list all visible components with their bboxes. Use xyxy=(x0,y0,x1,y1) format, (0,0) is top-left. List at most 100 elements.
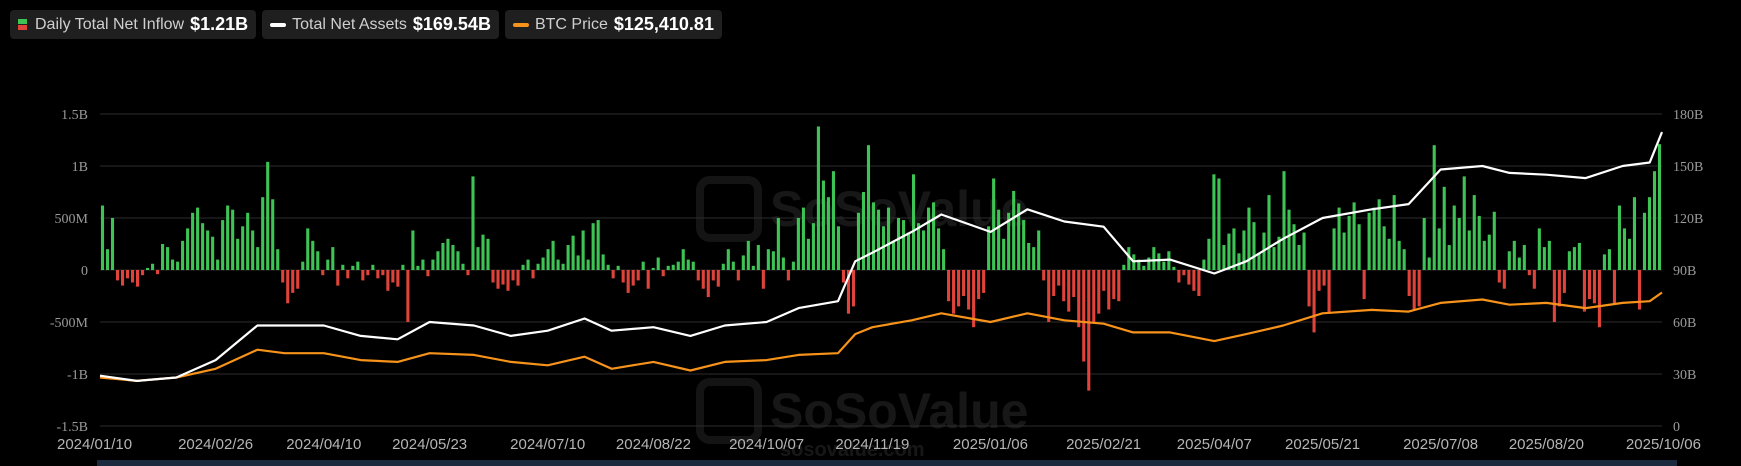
x-tick-label: 2025/07/08 xyxy=(1403,436,1478,453)
legend-value-inflow: $1.21B xyxy=(190,14,249,34)
inflow-bar xyxy=(821,180,825,270)
inflow-bar xyxy=(1267,195,1271,270)
x-tick-label: 2025/04/07 xyxy=(1177,436,1252,453)
inflow-bar xyxy=(401,264,405,270)
inflow-bar xyxy=(866,145,871,270)
inflow-bar xyxy=(521,264,525,270)
inflow-bar xyxy=(947,270,951,302)
inflow-bar xyxy=(141,270,145,276)
inflow-bar xyxy=(166,247,170,270)
inflow-bar xyxy=(1172,266,1176,270)
inflow-bar xyxy=(1557,270,1561,307)
inflow-bar xyxy=(1072,270,1076,298)
inflow-bar xyxy=(386,270,390,291)
left-tick-label: 500M xyxy=(55,212,89,227)
inflow-bar xyxy=(1462,176,1466,270)
inflow-bar xyxy=(856,212,861,270)
inflow-bar xyxy=(1422,218,1426,270)
inflow-bar xyxy=(1322,270,1326,286)
inflow-bar xyxy=(226,205,230,270)
x-tick-label: 2024/04/10 xyxy=(286,436,361,453)
inflow-bar xyxy=(601,254,605,270)
inflow-bar xyxy=(581,230,585,270)
inflow-bar xyxy=(1377,199,1381,270)
inflow-bar xyxy=(1242,230,1246,270)
inflow-bar xyxy=(566,245,570,270)
inflow-bar xyxy=(616,265,620,270)
legend-item-assets[interactable]: Total Net Assets $169.54B xyxy=(262,10,499,39)
inflow-bar xyxy=(1062,270,1066,302)
inflow-bar xyxy=(241,226,245,270)
inflow-bar xyxy=(376,270,380,279)
inflow-bar xyxy=(1467,230,1471,270)
inflow-bar xyxy=(125,270,130,279)
inflow-bar xyxy=(426,270,430,277)
inflow-bar xyxy=(105,249,110,270)
inflow-bar xyxy=(1597,270,1601,328)
inflow-bar xyxy=(356,261,360,270)
inflow-bar xyxy=(1437,228,1441,270)
inflow-bar xyxy=(411,230,415,270)
inflow-bar xyxy=(576,255,580,270)
inflow-bar xyxy=(1442,186,1446,270)
range-slider-track[interactable] xyxy=(97,460,1677,466)
inflow-bar xyxy=(1027,242,1031,270)
inflow-bar xyxy=(932,202,936,270)
inflow-bar xyxy=(1192,270,1196,291)
inflow-bar xyxy=(1247,207,1251,270)
inflow-bar xyxy=(771,251,775,270)
inflow-bar xyxy=(791,261,795,270)
inflow-bar xyxy=(211,236,215,270)
inflow-bar xyxy=(186,228,190,270)
inflow-bar xyxy=(987,226,991,270)
inflow-bar xyxy=(1187,270,1191,285)
inflow-bar xyxy=(1362,270,1366,300)
inflow-bar xyxy=(1457,218,1461,270)
inflow-bar xyxy=(120,270,125,286)
inflow-bar xyxy=(571,235,575,270)
total-net-assets-line xyxy=(99,131,1664,382)
inflow-bar xyxy=(130,270,135,283)
inflow-bar xyxy=(110,218,115,270)
inflow-bar xyxy=(476,247,480,270)
inflow-bar xyxy=(611,270,615,279)
x-tick-label: 2024/02/26 xyxy=(178,436,253,453)
inflow-bar xyxy=(1547,240,1551,270)
inflow-bar xyxy=(1532,270,1536,289)
inflow-bar xyxy=(591,223,595,270)
inflow-bar xyxy=(115,270,120,281)
inflow-bar xyxy=(281,270,285,283)
inflow-bar xyxy=(997,209,1001,270)
inflow-bar xyxy=(256,247,260,270)
inflow-bar xyxy=(1452,205,1456,270)
inflow-bar xyxy=(1297,245,1301,270)
inflow-bar xyxy=(1407,270,1411,296)
inflow-bar xyxy=(596,220,600,270)
inflow-bar xyxy=(466,270,470,276)
inflow-bar xyxy=(1282,171,1286,270)
inflow-bar xyxy=(1292,224,1296,270)
inflow-bar xyxy=(1357,224,1361,270)
watermark-subtext: sosovalue.com xyxy=(780,439,925,461)
inflow-bar xyxy=(191,212,195,270)
inflow-bar xyxy=(1312,270,1316,333)
inflow-bar xyxy=(431,259,435,270)
inflow-bar xyxy=(831,171,835,270)
right-tick-label: 120B xyxy=(1673,212,1703,227)
inflow-bar xyxy=(381,270,385,276)
inflow-bar xyxy=(1202,259,1206,270)
inflow-bar xyxy=(1332,228,1336,270)
inflow-bar xyxy=(236,238,240,270)
inflow-bar xyxy=(806,238,810,270)
inflow-bar xyxy=(156,270,160,275)
inflow-bar xyxy=(406,270,410,322)
x-tick-label: 2024/05/23 xyxy=(392,436,467,453)
inflow-bar xyxy=(486,238,490,270)
inflow-bar xyxy=(261,197,265,270)
inflow-bar xyxy=(992,178,996,270)
inflow-bar xyxy=(1002,238,1006,270)
legend-item-btc[interactable]: BTC Price $125,410.81 xyxy=(504,10,722,39)
legend-item-inflow[interactable]: Daily Total Net Inflow $1.21B xyxy=(10,10,257,39)
inflow-bar xyxy=(1052,270,1056,296)
